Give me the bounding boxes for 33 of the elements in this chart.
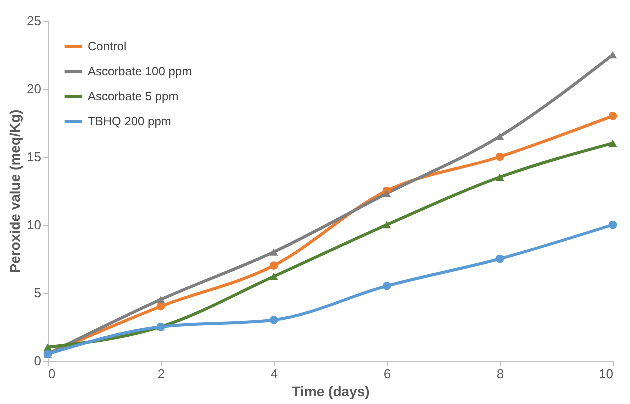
point [270, 248, 278, 256]
legend-label: Ascorbate 5 ppm [88, 90, 179, 104]
point [608, 220, 618, 230]
y-tick-label: 15 [27, 150, 42, 164]
point [382, 282, 392, 290]
point [496, 174, 504, 182]
point [382, 190, 392, 198]
y-tick-label: 10 [27, 218, 42, 232]
point [156, 296, 166, 304]
point [608, 112, 618, 120]
point [270, 316, 278, 324]
x-tick-label: 4 [270, 366, 278, 382]
y-tick-label: 0 [34, 354, 42, 368]
y-tick-label: 20 [27, 82, 42, 96]
legend-label: Control [88, 40, 127, 54]
x-tick-label: 0 [48, 366, 56, 382]
point [270, 273, 278, 280]
y-tick-label: 5 [34, 286, 42, 300]
legend-label: Ascorbate 100 ppm [88, 64, 192, 78]
point [608, 140, 618, 148]
point [270, 262, 278, 270]
y-axis-title: Peroxide value (meq/Kg) [7, 110, 24, 274]
point [496, 132, 504, 140]
x-axis-title: Time (days) [292, 384, 370, 400]
x-tick-label: 10 [599, 366, 614, 382]
x-tick-label: 2 [158, 366, 166, 382]
point [496, 254, 504, 264]
x-tick-label: 6 [384, 366, 392, 382]
point [496, 152, 504, 162]
point [382, 221, 392, 229]
y-tick-label: 25 [27, 14, 42, 28]
x-tick-label: 8 [496, 366, 504, 382]
legend-label: TBHQ 200 ppm [88, 114, 172, 128]
